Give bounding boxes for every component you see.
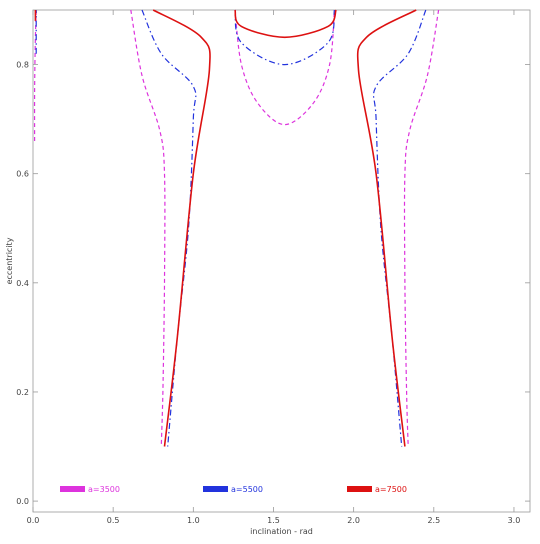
x-tick-label: 2.0 xyxy=(347,516,360,525)
series-0-curve-3 xyxy=(403,9,440,447)
series-1-curve-2 xyxy=(234,9,335,66)
series-0-curve-2 xyxy=(234,9,335,126)
x-tick-label: 0.5 xyxy=(107,516,120,525)
series-2-curve-2 xyxy=(234,9,337,39)
series-1-curve-3 xyxy=(372,9,427,447)
x-tick-label: 3.0 xyxy=(508,516,521,525)
x-axis-title: inclination - rad xyxy=(250,527,313,536)
x-tick-label: 2.5 xyxy=(427,516,440,525)
x-tick-label: 1.5 xyxy=(267,516,280,525)
legend-item-2: a=7500 xyxy=(347,485,407,494)
plot-frame xyxy=(32,9,531,513)
x-tick-label: 0.0 xyxy=(27,516,40,525)
series-0-curve-1 xyxy=(130,9,166,447)
series-1 xyxy=(35,9,427,447)
legend-label: a=7500 xyxy=(375,485,407,494)
legend-item-0: a=3500 xyxy=(60,485,120,494)
y-tick-label: 0.8 xyxy=(16,61,29,70)
series-0 xyxy=(33,9,440,447)
series-2 xyxy=(34,9,417,447)
y-tick-label: 0.0 xyxy=(16,497,29,506)
legend-swatch xyxy=(203,486,228,492)
y-tick-label: 0.2 xyxy=(16,388,29,397)
legend-swatch xyxy=(347,486,372,492)
y-tick-label: 0.6 xyxy=(16,170,29,179)
y-axis-title: eccentricity xyxy=(5,237,14,284)
series-2-curve-1 xyxy=(152,9,211,447)
series-0-curve-0 xyxy=(33,9,37,142)
y-tick-label: 0.4 xyxy=(16,279,29,288)
legend-item-1: a=5500 xyxy=(203,485,263,494)
legend-label: a=3500 xyxy=(88,485,120,494)
legend-swatch xyxy=(60,486,85,492)
series-2-curve-3 xyxy=(356,9,417,447)
legend-label: a=5500 xyxy=(231,485,263,494)
x-tick-label: 1.0 xyxy=(187,516,200,525)
